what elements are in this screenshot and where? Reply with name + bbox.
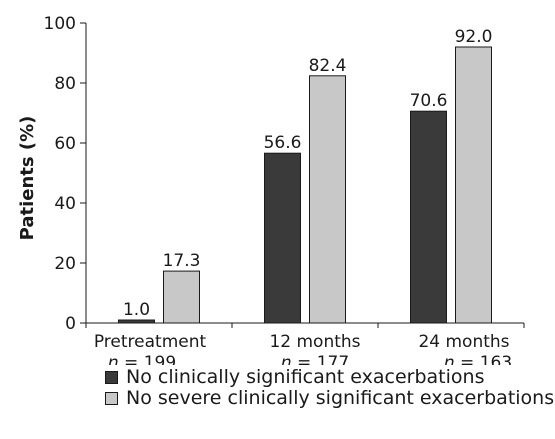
legend-swatch [105, 392, 118, 405]
sample-size-value: = 199 [119, 353, 177, 365]
sample-size-n: n [281, 353, 292, 365]
y-tick-label: 40 [54, 194, 76, 214]
legend-item: No clinically significant exacerbations [105, 367, 554, 388]
bar [455, 46, 492, 324]
bars [118, 46, 492, 324]
bar [118, 319, 155, 324]
legend-label: No severe clinically significant exacerb… [126, 387, 555, 409]
bar [163, 270, 200, 324]
y-axis-label: Patients (%) [17, 116, 38, 241]
bar-labels: 1.0 56.6 70.6 17.3 82.4 92.0 [123, 27, 492, 320]
bar-value-label: 17.3 [163, 251, 201, 271]
y-tick-label: 100 [44, 14, 76, 34]
y-tick-label: 80 [54, 74, 76, 94]
sample-size-value: = 177 [292, 353, 350, 365]
bar-value-label: 82.4 [309, 56, 347, 76]
sample-size-n: n [444, 353, 455, 365]
bar-value-label: 56.6 [264, 133, 302, 153]
bar-value-label: 92.0 [455, 27, 493, 47]
legend-item: No severe clinically significant exacerb… [105, 388, 554, 409]
x-category-label: Pretreatment [94, 332, 207, 352]
bar-value-label: 70.6 [410, 91, 448, 111]
legend-label: No clinically significant exacerbations [126, 366, 485, 388]
x-sample-size-label: n = 163 [444, 353, 512, 365]
y-tick-label: 60 [54, 134, 76, 154]
x-sample-size-label: n = 199 [108, 353, 176, 365]
x-sample-size-label: n = 177 [281, 353, 349, 365]
bar-value-label: 1.0 [123, 300, 150, 320]
y-axis: 0 20 40 60 80 100 [44, 14, 87, 334]
bar [309, 75, 346, 324]
bar [410, 110, 447, 324]
x-category-label: 24 months [418, 332, 509, 352]
x-category-label: 12 months [269, 332, 360, 352]
y-tick-label: 0 [65, 314, 76, 334]
legend: No clinically significant exacerbations … [105, 367, 554, 409]
legend-swatch [105, 371, 118, 384]
sample-size-value: = 163 [455, 353, 513, 365]
sample-size-n: n [108, 353, 119, 365]
y-tick-label: 20 [54, 254, 76, 274]
bar [264, 152, 301, 324]
